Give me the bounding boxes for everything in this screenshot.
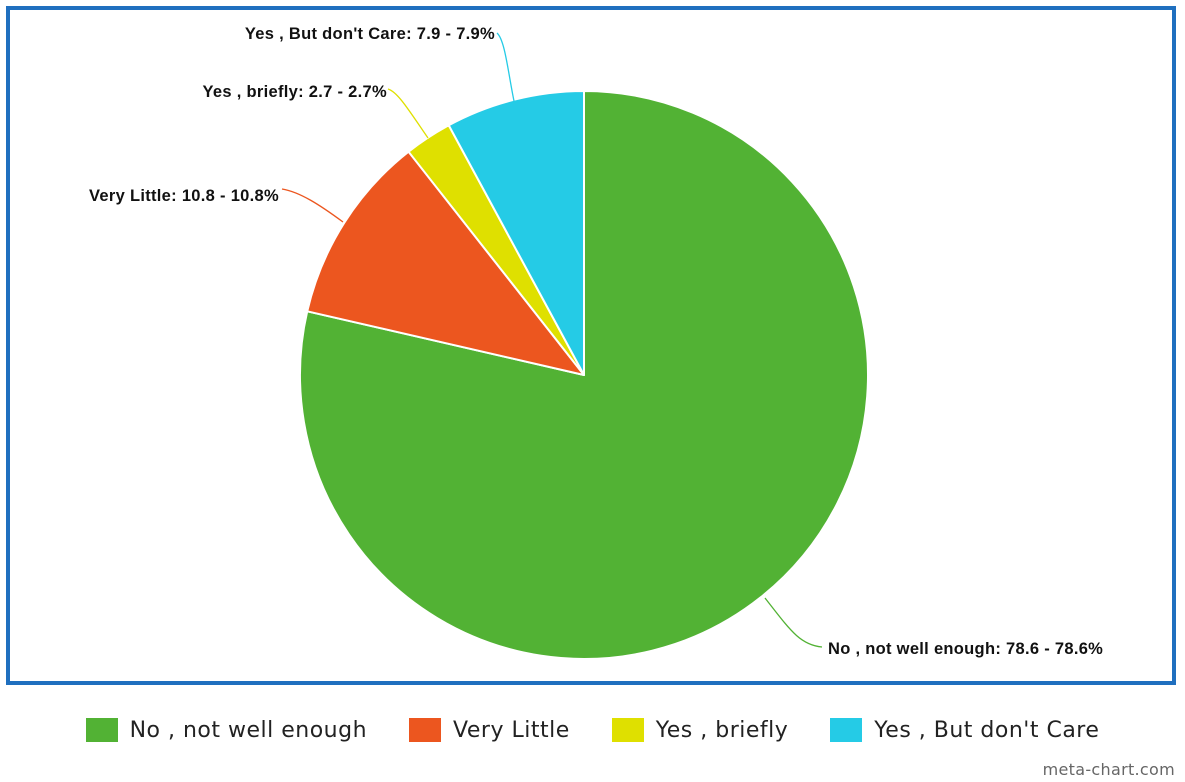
slice-label-very-little: Very Little: 10.8 - 10.8% (89, 187, 279, 205)
slice-labels: No , not well enough: 78.6 - 78.6% Very … (89, 25, 1103, 658)
legend-item-yes-briefly[interactable]: Yes , briefly (611, 717, 789, 743)
legend-swatch (85, 718, 118, 742)
connector-line (281, 188, 344, 223)
label-connectors (281, 32, 823, 648)
legend-swatch (611, 718, 644, 742)
legend-label: Yes , But don't Care (874, 717, 1100, 743)
legend-item-yes-but-dont-care[interactable]: Yes , But don't Care (830, 718, 1099, 743)
connector-line (496, 32, 515, 102)
legend-item-no-not-well-enough[interactable]: No , not well enough (85, 717, 368, 743)
legend-label: Very Little (453, 717, 570, 743)
legend-swatch (409, 718, 442, 742)
connector-line (764, 597, 823, 648)
pie-slice-very-little[interactable] (306, 150, 585, 376)
legend: No , not well enough Very Little Yes , b… (0, 710, 1185, 750)
slice-label-yes-briefly: Yes , briefly: 2.7 - 2.7% (202, 83, 387, 101)
credit-text[interactable]: meta-chart.com (1042, 760, 1175, 779)
legend-item-very-little[interactable]: Very Little (409, 718, 570, 743)
legend-swatch (830, 718, 863, 742)
legend-label: No , not well enough (129, 717, 368, 743)
slice-label-yes-but-dont-care: Yes , But don't Care: 7.9 - 7.9% (245, 25, 495, 43)
slice-label-no-not-well-enough: No , not well enough: 78.6 - 78.6% (828, 640, 1103, 658)
pie-slices (299, 90, 869, 660)
connector-line (387, 88, 429, 139)
legend-label: Yes , briefly (655, 717, 789, 743)
